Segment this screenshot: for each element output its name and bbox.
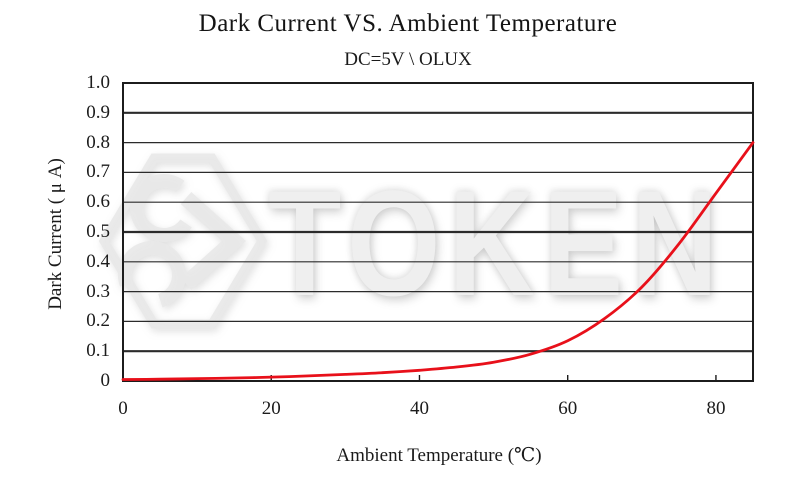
dark-current-curve: [121, 141, 755, 381]
chart-title: Dark Current VS. Ambient Temperature: [198, 10, 618, 37]
x-axis-label: Ambient Temperature (℃): [336, 445, 542, 466]
chart-subtitle: DC=5V \ OLUX: [344, 49, 472, 70]
